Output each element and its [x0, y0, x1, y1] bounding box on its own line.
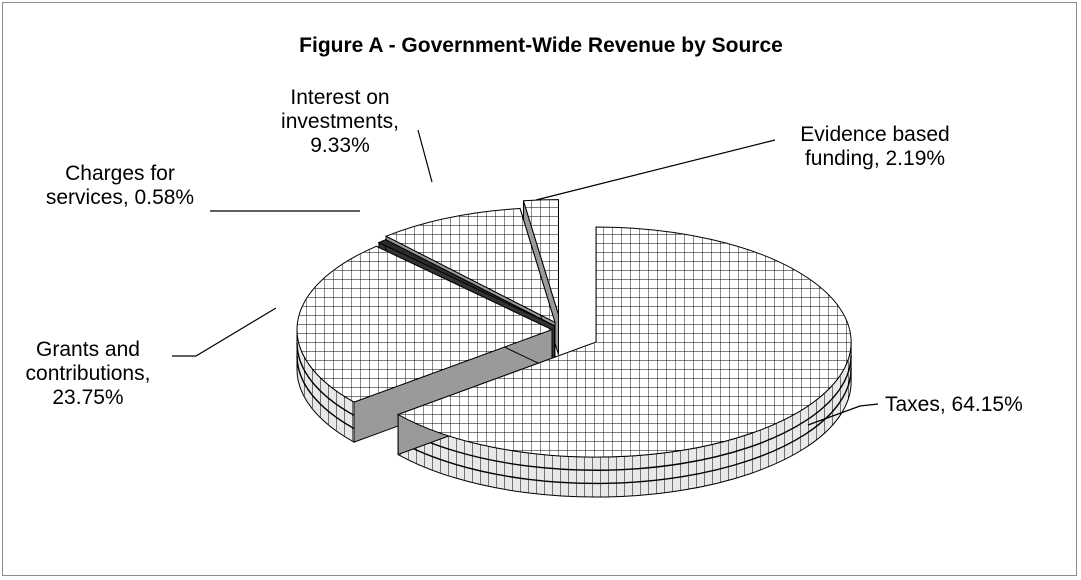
leader-line-taxes — [807, 403, 879, 426]
slice-taxes — [396, 226, 852, 498]
leader-line-evidence-based-funding — [535, 139, 776, 201]
slice-label-grants-and-contributions: contributions, — [26, 362, 151, 385]
slice-label-interest-on-investments: Interest on — [290, 86, 389, 109]
slice-label-charges-for-services: Charges for — [65, 162, 175, 185]
slice-label-interest-on-investments: investments, — [281, 110, 399, 133]
slice-label-grants-and-contributions: Grants and — [36, 338, 140, 361]
slice-label-evidence-based-funding: funding, 2.19% — [805, 147, 945, 170]
slice-label-evidence-based-funding: Evidence based — [800, 123, 949, 146]
slice-top-face — [296, 245, 554, 403]
slice-label-interest-on-investments: 9.33% — [310, 134, 370, 157]
slice-top-face — [384, 207, 556, 324]
slice-top-face — [396, 226, 852, 458]
leader-line-grants-and-contributions — [172, 307, 277, 357]
slice-band-line — [397, 355, 852, 471]
slice-top-face — [522, 199, 559, 315]
slice-label-charges-for-services: services, 0.58% — [46, 186, 194, 209]
slice-band-line — [296, 356, 355, 430]
slice-band-line — [397, 368, 852, 485]
slice-top-face — [377, 239, 555, 327]
leader-line-interest-on-investments — [417, 129, 433, 183]
chart-title: Figure A - Government-Wide Revenue by So… — [299, 34, 783, 57]
slice-band-line — [296, 342, 355, 416]
slice-label-grants-and-contributions: 23.75% — [52, 386, 123, 409]
slice-label-taxes: Taxes, 64.15% — [885, 393, 1023, 416]
